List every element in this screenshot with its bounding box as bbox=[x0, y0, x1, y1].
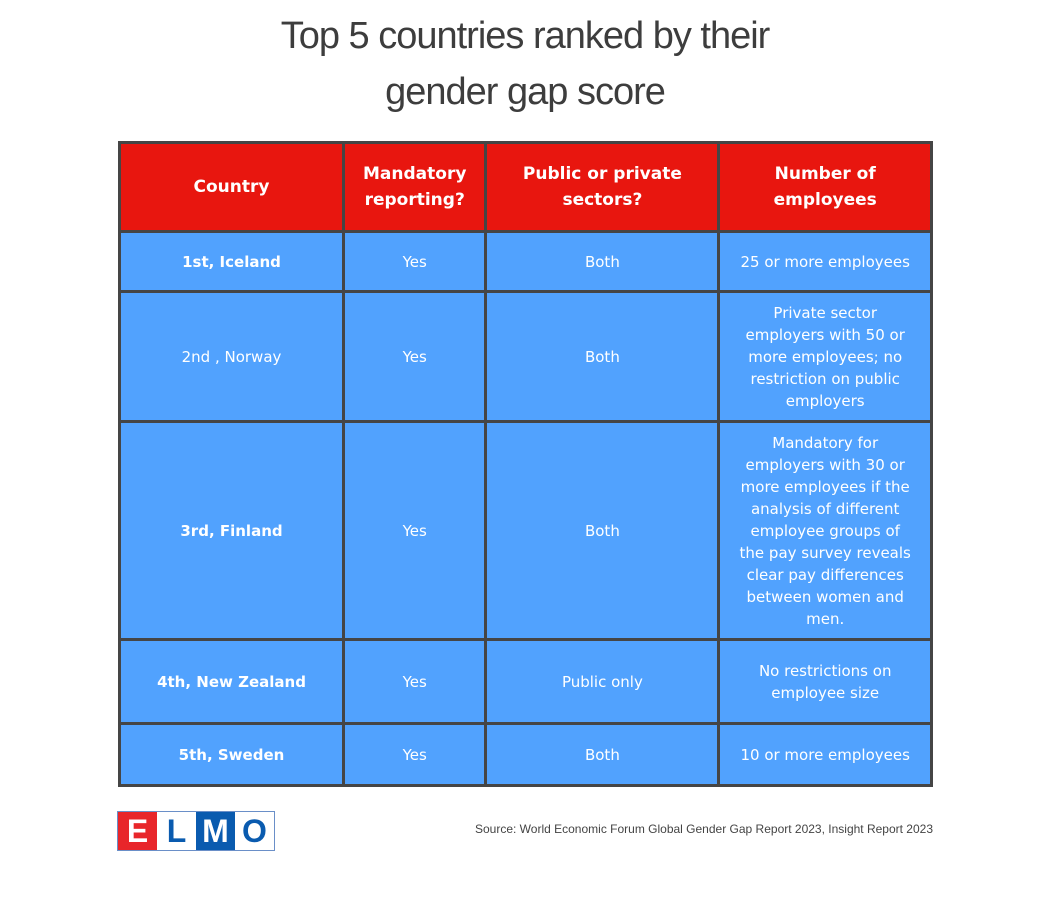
cell-country: 4th, New Zealand bbox=[118, 638, 345, 725]
logo-letter-e: E bbox=[118, 812, 157, 850]
header-mandatory: Mandatory reporting? bbox=[341, 141, 488, 233]
table-row: 1st, Iceland Yes Both 25 or more employe… bbox=[118, 230, 933, 293]
cell-mandatory: Yes bbox=[341, 290, 488, 423]
cell-sectors: Public only bbox=[484, 638, 721, 725]
cell-mandatory: Yes bbox=[341, 638, 488, 725]
logo-letter-l: L bbox=[157, 812, 196, 850]
table-row: 5th, Sweden Yes Both 10 or more employee… bbox=[118, 722, 933, 787]
cell-employees: Private sector employers with 50 or more… bbox=[717, 290, 933, 423]
header-country: Country bbox=[118, 141, 345, 233]
title-line-2: gender gap score bbox=[385, 71, 666, 113]
cell-employees: 10 or more employees bbox=[717, 722, 933, 787]
title-line-1: Top 5 countries ranked by their bbox=[280, 15, 771, 57]
table-row: 2nd , Norway Yes Both Private sector emp… bbox=[118, 290, 933, 423]
table-row: 3rd, Finland Yes Both Mandatory for empl… bbox=[118, 420, 933, 641]
logo-letter-o: O bbox=[235, 812, 274, 850]
source-note: Source: World Economic Forum Global Gend… bbox=[474, 822, 933, 836]
cell-country: 2nd , Norway bbox=[118, 290, 345, 423]
elmo-logo: E L M O bbox=[117, 811, 275, 851]
cell-employees: No restrictions on employee size bbox=[717, 638, 933, 725]
cell-mandatory: Yes bbox=[341, 722, 488, 787]
cell-mandatory: Yes bbox=[341, 230, 488, 293]
logo-letter-m: M bbox=[196, 812, 235, 850]
cell-country: 1st, Iceland bbox=[118, 230, 345, 293]
header-row: Country Mandatory reporting? Public or p… bbox=[118, 141, 933, 233]
cell-sectors: Both bbox=[484, 230, 721, 293]
header-employees: Number of employees bbox=[717, 141, 933, 233]
cell-employees: Mandatory for employers with 30 or more … bbox=[717, 420, 933, 641]
header-sectors: Public or private sectors? bbox=[484, 141, 721, 233]
cell-country: 5th, Sweden bbox=[118, 722, 345, 787]
cell-sectors: Both bbox=[484, 722, 721, 787]
cell-sectors: Both bbox=[484, 290, 721, 423]
cell-mandatory: Yes bbox=[341, 420, 488, 641]
cell-employees: 25 or more employees bbox=[717, 230, 933, 293]
cell-country: 3rd, Finland bbox=[118, 420, 345, 641]
cell-sectors: Both bbox=[484, 420, 721, 641]
table-row: 4th, New Zealand Yes Public only No rest… bbox=[118, 638, 933, 725]
data-table: Country Mandatory reporting? Public or p… bbox=[118, 141, 933, 787]
page-title: Top 5 countries ranked by their gender g… bbox=[0, 8, 1050, 120]
